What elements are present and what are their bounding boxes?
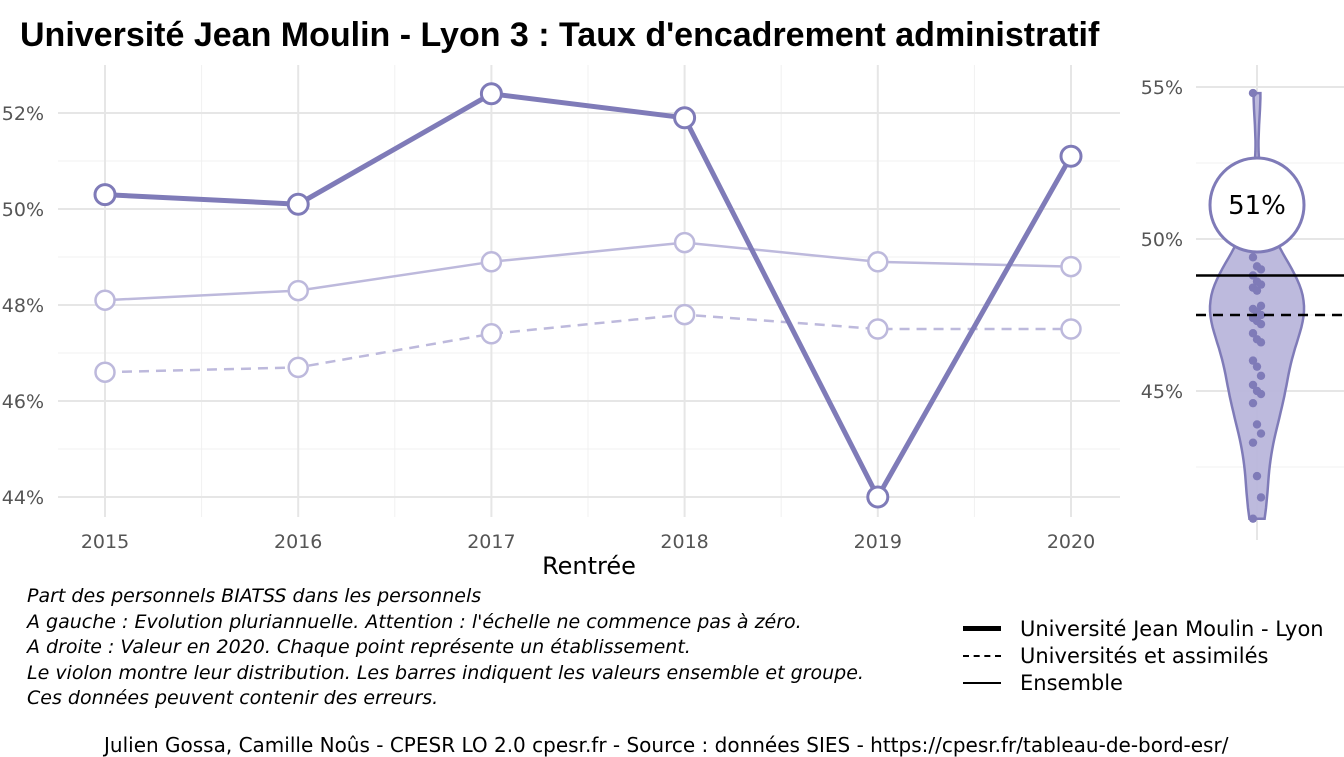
caption: Part des personnels BIATSS dans les pers… xyxy=(27,584,864,712)
caption-line: A droite : Valeur en 2020. Chaque point … xyxy=(27,636,691,658)
y-tick-label: 52% xyxy=(2,103,44,125)
y-tick-label: 48% xyxy=(2,295,44,317)
x-axis-label: Rentrée xyxy=(542,552,636,580)
data-point xyxy=(1256,310,1266,320)
violin-panel: 45% 50% 55% 51% xyxy=(1141,65,1344,540)
data-point xyxy=(1059,144,1083,168)
x-tick-label: 2019 xyxy=(854,531,902,553)
legend-item: Ensemble xyxy=(963,669,1324,696)
data-point xyxy=(1256,389,1266,399)
series-line xyxy=(104,241,1072,302)
data-point xyxy=(866,485,890,509)
data-point xyxy=(287,356,309,379)
data-point xyxy=(673,303,696,326)
data-point xyxy=(94,289,116,311)
x-tick-label: 2016 xyxy=(274,531,322,553)
data-point xyxy=(1256,493,1266,502)
legend-key-thick xyxy=(963,626,1001,631)
chart-title: Université Jean Moulin - Lyon 3 : Taux d… xyxy=(20,16,1100,54)
data-point xyxy=(480,323,503,345)
caption-line: Le violon montre leur distribution. Les … xyxy=(27,661,864,684)
data-point xyxy=(93,183,117,207)
legend-key-dashed xyxy=(963,654,1001,657)
data-point xyxy=(287,279,309,302)
legend-label: Universités et assimilés xyxy=(1020,643,1269,668)
data-point xyxy=(1248,398,1258,408)
data-point xyxy=(1248,356,1258,365)
data-point xyxy=(1060,255,1082,278)
data-point xyxy=(1252,471,1262,481)
legend-key-thin xyxy=(963,681,1001,684)
data-point xyxy=(1248,380,1258,390)
line-panel: 44% 46% 48% 50% 52% 2015 2016 2017 2018 2019 2020 R… xyxy=(2,65,1120,580)
chart-canvas: 44% 46% 48% 50% 52% 2015 2016 2017 2018 2019 2020 R… xyxy=(2,65,1344,580)
data-point xyxy=(1248,253,1258,262)
y-tick-label: 55% xyxy=(1141,77,1183,99)
series-line xyxy=(104,91,1074,500)
y-tick-label: 46% xyxy=(2,391,44,413)
x-tick-label: 2020 xyxy=(1047,531,1095,553)
x-tick-label: 2018 xyxy=(660,531,708,553)
y-tick-label: 44% xyxy=(2,487,44,509)
x-tick-label: 2015 xyxy=(81,531,129,553)
legend-item: Université Jean Moulin - Lyon xyxy=(963,615,1324,642)
data-point xyxy=(1256,301,1266,311)
data-point xyxy=(1256,338,1266,347)
caption-line: Ces données peuvent contenir des erreurs… xyxy=(27,687,439,709)
data-point xyxy=(1060,318,1082,340)
legend-label: Université Jean Moulin - Lyon xyxy=(1020,616,1324,641)
data-point xyxy=(1252,420,1262,429)
data-point xyxy=(673,106,697,130)
data-point xyxy=(673,231,696,254)
data-point xyxy=(867,318,889,340)
x-tick-label: 2017 xyxy=(467,531,515,553)
data-point xyxy=(1248,514,1258,523)
data-point xyxy=(1248,88,1258,98)
data-point xyxy=(1256,265,1266,274)
legend: Université Jean Moulin - Lyon Université… xyxy=(963,615,1324,696)
value-bubble xyxy=(1208,156,1306,254)
data-point xyxy=(1252,362,1262,371)
legend-item: Universités et assimilés xyxy=(963,642,1324,669)
series-line xyxy=(104,313,1071,374)
data-point xyxy=(1248,329,1258,338)
value-label: 51% xyxy=(1228,191,1286,221)
data-point xyxy=(1256,280,1266,289)
data-point xyxy=(1252,286,1262,295)
data-point xyxy=(867,251,889,273)
data-point xyxy=(479,82,503,106)
data-point xyxy=(286,192,310,216)
caption-line: A gauche : Evolution pluriannuelle. Atte… xyxy=(27,610,802,633)
caption-line: Part des personnels BIATSS dans les pers… xyxy=(27,585,482,607)
data-point xyxy=(1248,438,1258,447)
data-point xyxy=(1256,319,1266,329)
data-point xyxy=(1256,371,1266,380)
y-tick-label: 45% xyxy=(1141,381,1183,403)
footer-credits: Julien Gossa, Camille Noûs - CPESR LO 2.… xyxy=(104,733,1229,757)
y-tick-label: 50% xyxy=(2,199,44,221)
legend-label: Ensemble xyxy=(1020,670,1123,695)
y-tick-label: 50% xyxy=(1141,229,1183,251)
data-point xyxy=(1256,429,1266,438)
data-point xyxy=(94,361,116,383)
data-point xyxy=(480,251,503,273)
